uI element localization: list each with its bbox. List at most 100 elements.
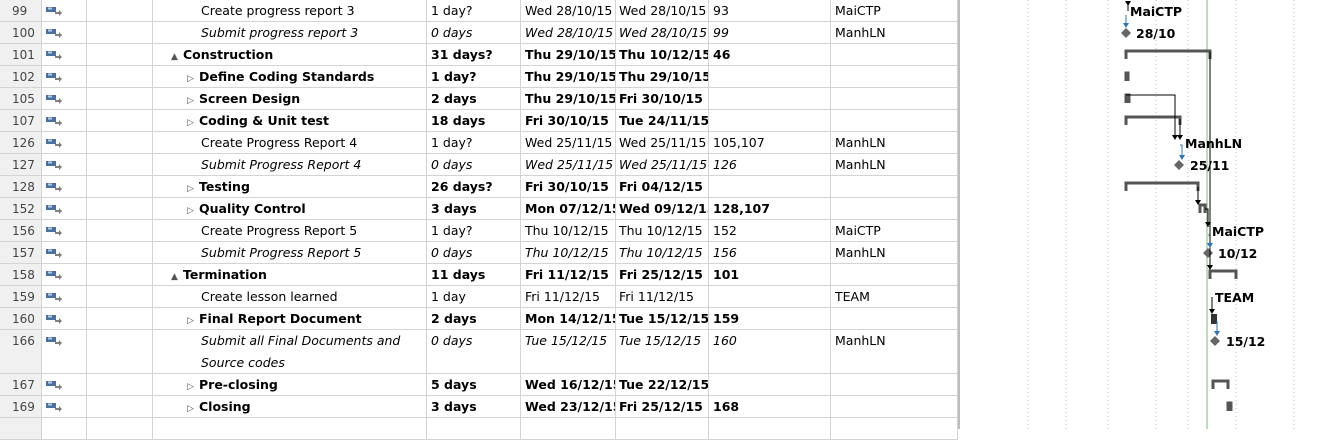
- dur-cell[interactable]: 1 day?: [427, 0, 521, 22]
- task-name-cell[interactable]: Create lesson learned: [153, 286, 427, 308]
- id-cell[interactable]: 99: [0, 0, 42, 22]
- indicator-cell[interactable]: [87, 176, 153, 198]
- start-cell[interactable]: Thu 10/12/15: [521, 220, 616, 242]
- empty-cell[interactable]: [521, 418, 616, 440]
- start-cell[interactable]: Wed 16/12/15: [521, 374, 616, 396]
- start-cell[interactable]: Wed 23/12/15: [521, 396, 616, 418]
- id-cell[interactable]: 128: [0, 176, 42, 198]
- dur-cell[interactable]: 3 days: [427, 396, 521, 418]
- indicator-cell[interactable]: [87, 0, 153, 22]
- start-cell[interactable]: Wed 25/11/15: [521, 132, 616, 154]
- start-cell[interactable]: Thu 29/10/15: [521, 88, 616, 110]
- empty-cell[interactable]: [427, 418, 521, 440]
- dur-cell[interactable]: 5 days: [427, 374, 521, 396]
- task-row[interactable]: 169 ▷ Closing 3 days Wed 23/12/15 Fri 25/12/1…: [0, 396, 958, 418]
- pred-cell[interactable]: [709, 374, 831, 396]
- task-row[interactable]: 167 ▷ Pre-closing 5 days Wed 16/12/15 Tue 22/…: [0, 374, 958, 396]
- finish-cell[interactable]: Wed 25/11/15: [616, 132, 709, 154]
- task-mode-cell[interactable]: [42, 330, 87, 374]
- task-row[interactable]: 107 ▷ Coding & Unit test 18 days Fri 30/10/1…: [0, 110, 958, 132]
- id-cell[interactable]: 107: [0, 110, 42, 132]
- start-cell[interactable]: Fri 30/10/15: [521, 110, 616, 132]
- task-name-cell[interactable]: ▷ Define Coding Standards: [153, 66, 427, 88]
- pred-cell[interactable]: 160: [709, 330, 831, 374]
- indicator-cell[interactable]: [87, 198, 153, 220]
- finish-cell[interactable]: Fri 04/12/15: [616, 176, 709, 198]
- expand-icon[interactable]: ▷: [187, 404, 194, 414]
- task-name-cell[interactable]: Submit all Final Documents and Source co…: [153, 330, 427, 374]
- finish-cell[interactable]: Wed 28/10/15: [616, 22, 709, 44]
- task-row[interactable]: 101 ▲ Construction 31 days? Thu 29/10/15 Thu …: [0, 44, 958, 66]
- task-mode-cell[interactable]: [42, 198, 87, 220]
- empty-cell[interactable]: [709, 418, 831, 440]
- id-cell[interactable]: 160: [0, 308, 42, 330]
- start-cell[interactable]: Fri 30/10/15: [521, 176, 616, 198]
- task-name-cell[interactable]: Submit Progress Report 5: [153, 242, 427, 264]
- pred-cell[interactable]: [709, 110, 831, 132]
- start-cell[interactable]: Mon 14/12/15: [521, 308, 616, 330]
- task-row[interactable]: 99 Create progress report 3 1 day? Wed 28/1…: [0, 0, 958, 22]
- finish-cell[interactable]: Thu 10/12/15: [616, 44, 709, 66]
- pred-cell[interactable]: 101: [709, 264, 831, 286]
- task-row[interactable]: 156 Create Progress Report 5 1 day? Thu 10/…: [0, 220, 958, 242]
- start-cell[interactable]: Wed 28/10/15: [521, 22, 616, 44]
- id-cell[interactable]: 102: [0, 66, 42, 88]
- pred-cell[interactable]: 46: [709, 44, 831, 66]
- task-mode-cell[interactable]: [42, 0, 87, 22]
- dur-cell[interactable]: 26 days?: [427, 176, 521, 198]
- finish-cell[interactable]: Fri 30/10/15: [616, 88, 709, 110]
- task-name-cell[interactable]: Create Progress Report 5: [153, 220, 427, 242]
- res-cell[interactable]: [831, 110, 958, 132]
- pred-cell[interactable]: 128,107: [709, 198, 831, 220]
- indicator-cell[interactable]: [87, 154, 153, 176]
- pred-cell[interactable]: 159: [709, 308, 831, 330]
- dur-cell[interactable]: 2 days: [427, 88, 521, 110]
- res-cell[interactable]: MaiCTP: [831, 0, 958, 22]
- finish-cell[interactable]: Tue 24/11/15: [616, 110, 709, 132]
- task-row[interactable]: 157 Submit Progress Report 5 0 days Thu 10/…: [0, 242, 958, 264]
- task-name-cell[interactable]: Submit Progress Report 4: [153, 154, 427, 176]
- res-cell[interactable]: ManhLN: [831, 22, 958, 44]
- res-cell[interactable]: [831, 308, 958, 330]
- empty-cell[interactable]: [616, 418, 709, 440]
- finish-cell[interactable]: Tue 15/12/15: [616, 330, 709, 374]
- task-mode-cell[interactable]: [42, 154, 87, 176]
- task-mode-cell[interactable]: [42, 132, 87, 154]
- res-cell[interactable]: TEAM: [831, 286, 958, 308]
- res-cell[interactable]: [831, 66, 958, 88]
- pred-cell[interactable]: 152: [709, 220, 831, 242]
- id-cell[interactable]: 158: [0, 264, 42, 286]
- task-mode-cell[interactable]: [42, 88, 87, 110]
- dur-cell[interactable]: 0 days: [427, 154, 521, 176]
- expand-icon[interactable]: ▷: [187, 74, 194, 84]
- res-cell[interactable]: [831, 44, 958, 66]
- expand-icon[interactable]: ▷: [187, 316, 194, 326]
- task-mode-cell[interactable]: [42, 110, 87, 132]
- task-row[interactable]: 166 Submit all Final Documents and Source…: [0, 330, 958, 374]
- dur-cell[interactable]: 1 day: [427, 286, 521, 308]
- indicator-cell[interactable]: [87, 22, 153, 44]
- expand-icon[interactable]: ▷: [187, 118, 194, 128]
- dur-cell[interactable]: 1 day?: [427, 132, 521, 154]
- res-cell[interactable]: [831, 198, 958, 220]
- finish-cell[interactable]: Tue 22/12/15: [616, 374, 709, 396]
- finish-cell[interactable]: Fri 25/12/15: [616, 396, 709, 418]
- start-cell[interactable]: Thu 10/12/15: [521, 242, 616, 264]
- task-mode-cell[interactable]: [42, 286, 87, 308]
- expand-icon[interactable]: ▷: [187, 206, 194, 216]
- res-cell[interactable]: [831, 264, 958, 286]
- expand-icon[interactable]: ▷: [187, 184, 194, 194]
- dur-cell[interactable]: 31 days?: [427, 44, 521, 66]
- res-cell[interactable]: MaiCTP: [831, 220, 958, 242]
- dur-cell[interactable]: 11 days: [427, 264, 521, 286]
- dur-cell[interactable]: 2 days: [427, 308, 521, 330]
- indicator-cell[interactable]: [87, 88, 153, 110]
- pred-cell[interactable]: [709, 286, 831, 308]
- start-cell[interactable]: Fri 11/12/15: [521, 286, 616, 308]
- dur-cell[interactable]: 0 days: [427, 330, 521, 374]
- dur-cell[interactable]: 3 days: [427, 198, 521, 220]
- task-mode-cell[interactable]: [42, 308, 87, 330]
- id-cell[interactable]: 157: [0, 242, 42, 264]
- start-cell[interactable]: Wed 25/11/15: [521, 154, 616, 176]
- indicator-cell[interactable]: [87, 220, 153, 242]
